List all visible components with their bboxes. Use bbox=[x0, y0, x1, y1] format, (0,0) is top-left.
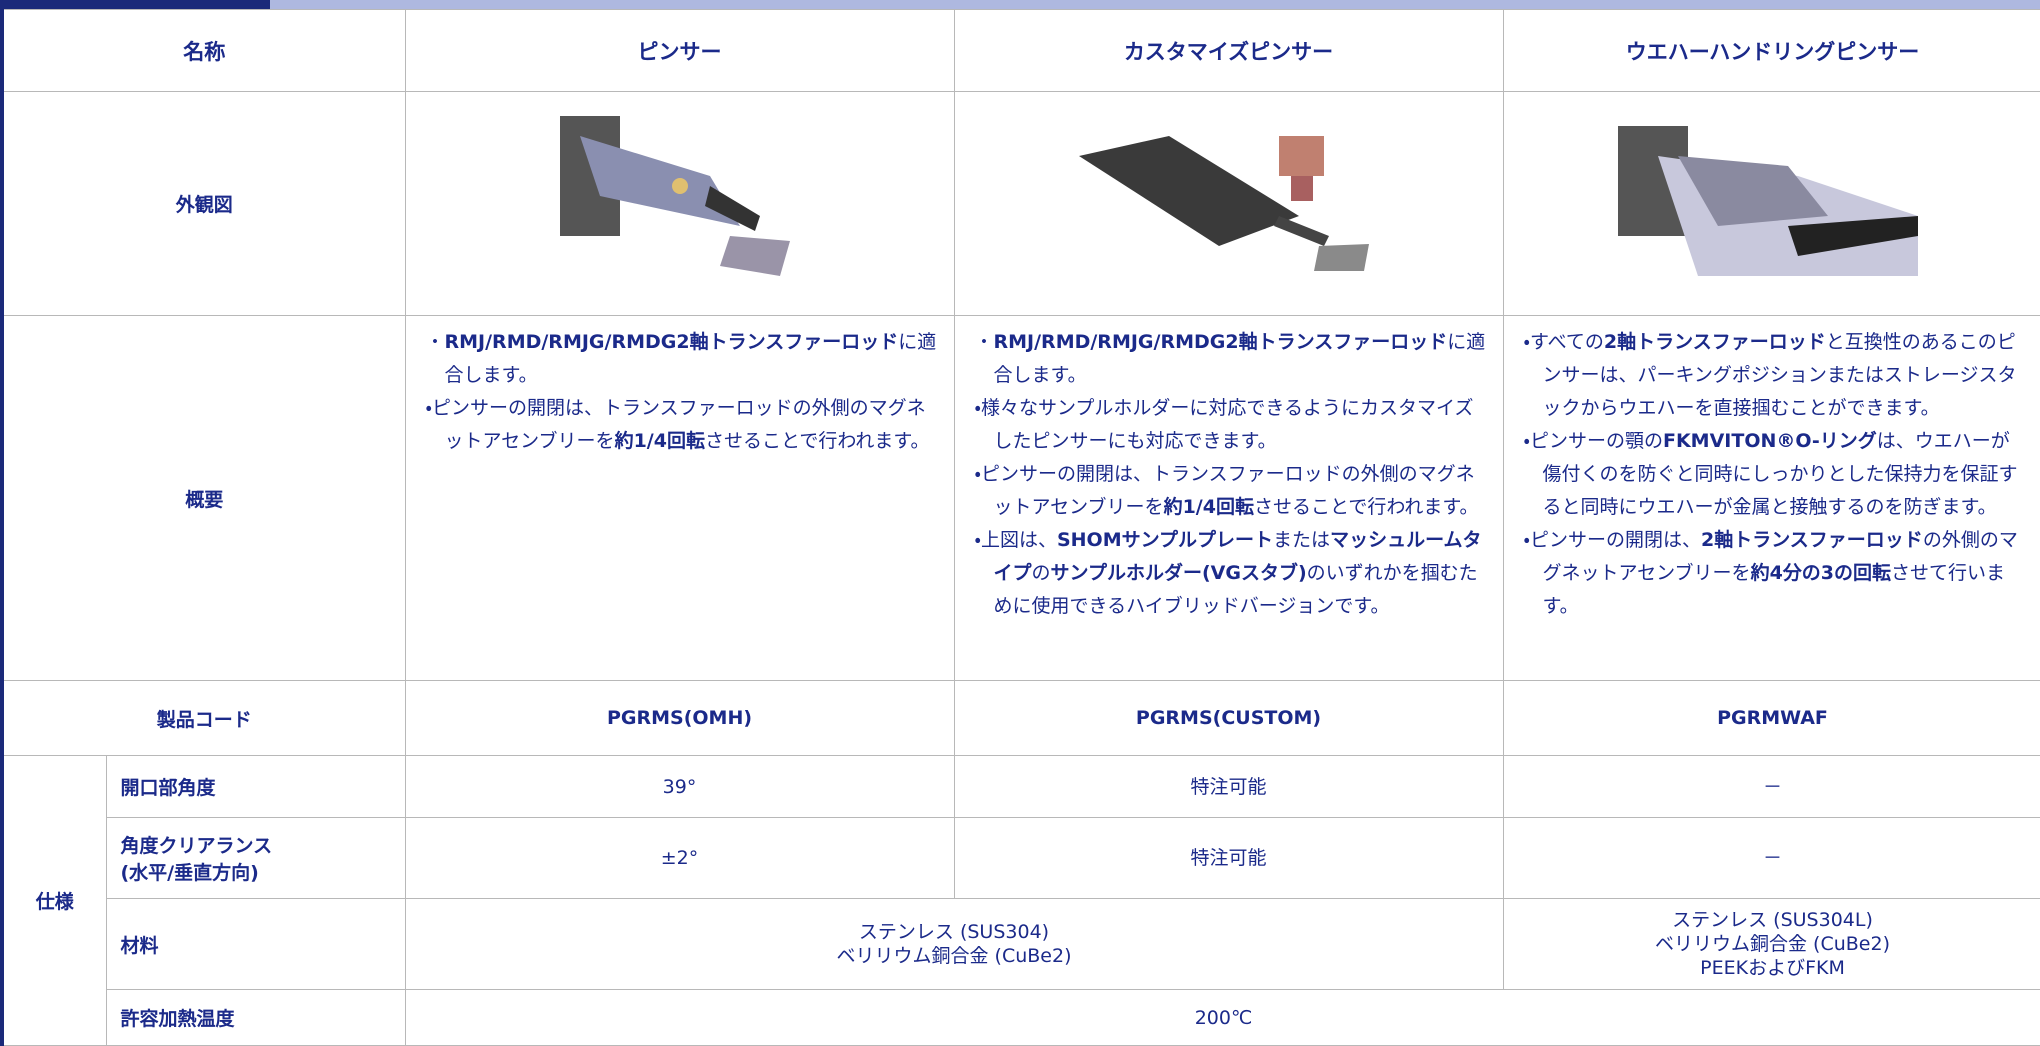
text-segment: 約1/4回転 bbox=[1163, 496, 1254, 518]
spec-cell: ±2° bbox=[404, 817, 955, 899]
text-segment: ・ bbox=[974, 331, 994, 353]
spec-label: 材料 bbox=[105, 898, 406, 990]
text-segment: させることで行われます。 bbox=[1253, 496, 1479, 518]
row-label: 概要 bbox=[0, 315, 406, 681]
text-segment: RMJ/RMD/RMJG/RMDG2軸トランスファーロッド bbox=[444, 331, 899, 353]
overview-cell: ・すべての2軸トランスファーロッドと互換性のあるこのピンサーは、パーキングポジシ… bbox=[1502, 315, 2040, 681]
spec-table: 名称 ピンサー カスタマイズピンサー ウエハーハンドリングピンサー 外観図 概要 ・RMJ/… bbox=[0, 9, 2040, 1046]
spec-label: 許容加熱温度 bbox=[105, 989, 406, 1046]
text-segment: または bbox=[1273, 529, 1331, 551]
text-segment: SHOMサンプルプレート bbox=[1056, 529, 1274, 551]
bullet: ・ピンサーの開閉は、トランスファーロッドの外側のマグネットアセンブリーを約1/4… bbox=[426, 392, 940, 458]
code-cell: PGRMS(CUSTOM) bbox=[953, 680, 1504, 756]
text-segment: に適合します。 bbox=[444, 331, 937, 386]
table-row: 概要 ・RMJ/RMD/RMJG/RMDG2軸トランスファーロッドに適合します。・… bbox=[0, 315, 2040, 681]
spec-cell: ステンレス (SUS304) ベリリウム銅合金 (CuBe2) bbox=[404, 898, 1504, 990]
spec-cell: 特注可能 bbox=[953, 817, 1504, 899]
top-tab bbox=[0, 0, 270, 9]
spec-cell: － bbox=[1502, 817, 2040, 899]
text-segment: の外側のマグネットアセンブリーを bbox=[1542, 529, 2018, 584]
bullet: ・上図は、SHOMサンプルプレートまたはマッシュルームタイプのサンプルホルダー(… bbox=[975, 524, 1489, 623]
bullet: ・すべての2軸トランスファーロッドと互換性のあるこのピンサーは、パーキングポジシ… bbox=[1524, 326, 2028, 425]
bullet: ・ピンサーの開閉は、2軸トランスファーロッドの外側のマグネットアセンブリーを約4… bbox=[1524, 524, 2028, 623]
text-segment: の bbox=[1031, 562, 1051, 584]
text-segment: ・ピンサーの開閉は、 bbox=[1523, 529, 1701, 551]
text-segment: 2軸トランスファーロッド bbox=[1700, 529, 1923, 551]
row-label: 製品コード bbox=[0, 680, 406, 756]
bullet: ・RMJ/RMD/RMJG/RMDG2軸トランスファーロッドに適合します。 bbox=[426, 326, 940, 392]
text-segment: 約1/4回転 bbox=[614, 430, 705, 452]
spec-cell: 特注可能 bbox=[953, 755, 1504, 818]
table-row: 角度クリアランス (水平/垂直方向) ±2° 特注可能－ bbox=[2, 817, 2040, 899]
image bbox=[1078, 136, 1369, 271]
text-segment: ・ピンサーの顎の bbox=[1523, 430, 1663, 452]
spec-cell: 39° bbox=[404, 755, 955, 818]
text-segment: ・ bbox=[425, 331, 445, 353]
image bbox=[559, 116, 790, 276]
text-segment: に適合します。 bbox=[993, 331, 1486, 386]
text-segment: のいずれかを掴むために使用できるハイブリッドバージョンです。 bbox=[993, 562, 1478, 617]
overview-cell: ・RMJ/RMD/RMJG/RMDG2軸トランスファーロッドに適合します。 ・様々… bbox=[953, 315, 1504, 681]
table-row: 製品コード PGRMS(OMH) PGRMS(CUSTOM) PGRMWAF bbox=[0, 680, 2040, 756]
text-segment: マッシュルームタイプ bbox=[993, 529, 1482, 584]
table-row: 材料 ステンレス (SUS304) ベリリウム銅合金 (CuBe2) ステンレス (… bbox=[2, 898, 2040, 990]
spec-label: 角度クリアランス (水平/垂直方向) bbox=[105, 817, 406, 899]
text-segment: させることで行われます。 bbox=[704, 430, 930, 452]
table-row: 名称 ピンサー カスタマイズピンサー ウエハーハンドリングピンサー bbox=[0, 9, 2040, 92]
bullet: ・ピンサーの開閉は、トランスファーロッドの外側のマグネットアセンブリーを約1/4… bbox=[975, 458, 1489, 524]
overview-cell: ・RMJ/RMD/RMJG/RMDG2軸トランスファーロッドに適合します。 ・ピン… bbox=[404, 315, 955, 681]
text-segment: FKMVITON®O-リング bbox=[1662, 430, 1877, 452]
code-cell: PGRMS(OMH) bbox=[404, 680, 955, 756]
product-image bbox=[1502, 91, 2040, 316]
header-cell: ピンサー bbox=[404, 9, 955, 92]
header-label: 名称 bbox=[0, 9, 406, 92]
table-row: 許容加熱温度 200℃ bbox=[2, 989, 2040, 1046]
table-row: 仕様 開口部角度 39° 特注可能－ bbox=[0, 755, 2040, 1046]
text-segment: ・すべての bbox=[1523, 331, 1604, 353]
bullet: ・ピンサーの顎のFKMVITON®O-リングは、ウエハーが傷付くのを防ぐと同時に… bbox=[1524, 425, 2028, 524]
text-segment: ・上図は、 bbox=[974, 529, 1057, 551]
spec-cell: ステンレス (SUS304L) ベリリウム銅合金 (CuBe2) PEEKおよび… bbox=[1502, 898, 2040, 990]
spec-cell: 200℃ bbox=[404, 989, 2040, 1046]
spec-label: 開口部角度 bbox=[105, 755, 406, 818]
spec-cell: － bbox=[1502, 755, 2040, 818]
top-bar bbox=[0, 0, 2040, 9]
text-segment: RMJ/RMD/RMJG/RMDG2軸トランスファーロッド bbox=[993, 331, 1448, 353]
header-cell: ウエハーハンドリングピンサー bbox=[1502, 9, 2040, 92]
table-row: 外観図 bbox=[0, 91, 2040, 316]
text-segment: ・ピンサーの開閉は、トランスファーロッドの外側のマグネットアセンブリーを bbox=[974, 463, 1475, 518]
text-segment: 2軸トランスファーロッド bbox=[1603, 331, 1826, 353]
text-segment: と互換性のあるこのピンサーは、パーキングポジションまたはストレージスタックからウ… bbox=[1542, 331, 2017, 419]
bullet: ・様々なサンプルホルダーに対応できるようにカスタマイズしたピンサーにも対応できま… bbox=[975, 392, 1489, 458]
header-cell: カスタマイズピンサー bbox=[953, 9, 1504, 92]
row-label: 外観図 bbox=[0, 91, 406, 316]
text-segment: ・様々なサンプルホルダーに対応できるようにカスタマイズしたピンサーにも対応できま… bbox=[974, 397, 1474, 452]
bullet: ・RMJ/RMD/RMJG/RMDG2軸トランスファーロッドに適合します。 bbox=[975, 326, 1489, 392]
text-segment: ・ピンサーの開閉は、トランスファーロッドの外側のマグネットアセンブリーを bbox=[425, 397, 926, 452]
text-segment: 約4分の3の回転 bbox=[1750, 562, 1892, 584]
code-cell: PGRMWAF bbox=[1502, 680, 2040, 756]
product-image bbox=[953, 91, 1504, 316]
text-segment: させて行います。 bbox=[1542, 562, 2006, 617]
product-image bbox=[404, 91, 955, 316]
text-segment: は、ウエハーが傷付くのを防ぐと同時にしっかりとした保持力を保証すると同時にウエハ… bbox=[1542, 430, 2018, 518]
image bbox=[1617, 126, 1918, 276]
group-label: 仕様 bbox=[0, 755, 107, 1046]
text-segment: サンプルホルダー(VGスタブ) bbox=[1050, 562, 1307, 584]
